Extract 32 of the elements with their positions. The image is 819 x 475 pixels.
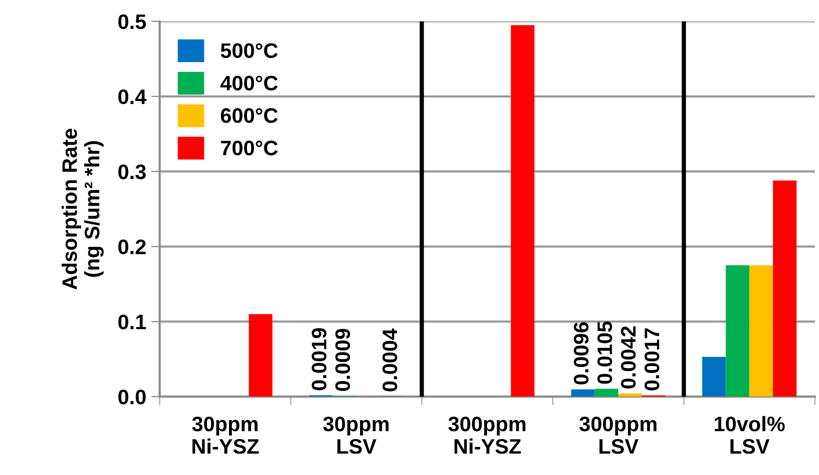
- legend-label: 700°C: [221, 140, 278, 156]
- y-axis-title: Adsorption Rate (ng S/um² *hr): [62, 128, 104, 290]
- bar: [772, 180, 797, 397]
- bar: [726, 265, 750, 397]
- x-tick-label: 300ppm LSV: [579, 416, 656, 454]
- text: 0.5: [118, 14, 146, 30]
- text: 0.1: [118, 314, 146, 330]
- data-label: 0.0042: [620, 326, 636, 388]
- data-label: 0.0105: [597, 321, 612, 384]
- x-tick-label: 30ppm LSV: [323, 416, 389, 454]
- text: 0.4: [118, 89, 146, 104]
- legend-label: 400°C: [220, 76, 278, 90]
- data-label: 0.0096: [574, 322, 589, 384]
- x-tick-label: 30ppm Ni-YSZ: [192, 416, 259, 454]
- text: 0.2: [118, 240, 146, 254]
- bar: [594, 388, 618, 397]
- bar: [510, 25, 534, 397]
- data-label: 0.0009: [335, 328, 350, 391]
- data-label: 0.0019: [312, 328, 326, 390]
- bar: [749, 265, 773, 397]
- bar: [248, 314, 272, 397]
- data-label: 0.0017: [644, 328, 660, 390]
- bar: [702, 356, 726, 397]
- legend-label: 600°C: [220, 108, 278, 123]
- text: 0.0: [118, 390, 146, 404]
- x-tick-label: 300ppm Ni-YSZ: [448, 416, 526, 454]
- text: 0.3: [118, 164, 146, 180]
- x-tick-label: 10vol% LSV: [714, 416, 785, 454]
- data-label: 0.0004: [382, 328, 398, 392]
- legend-label: 500°C: [220, 43, 278, 58]
- bar: [618, 393, 642, 397]
- bar: [571, 389, 595, 397]
